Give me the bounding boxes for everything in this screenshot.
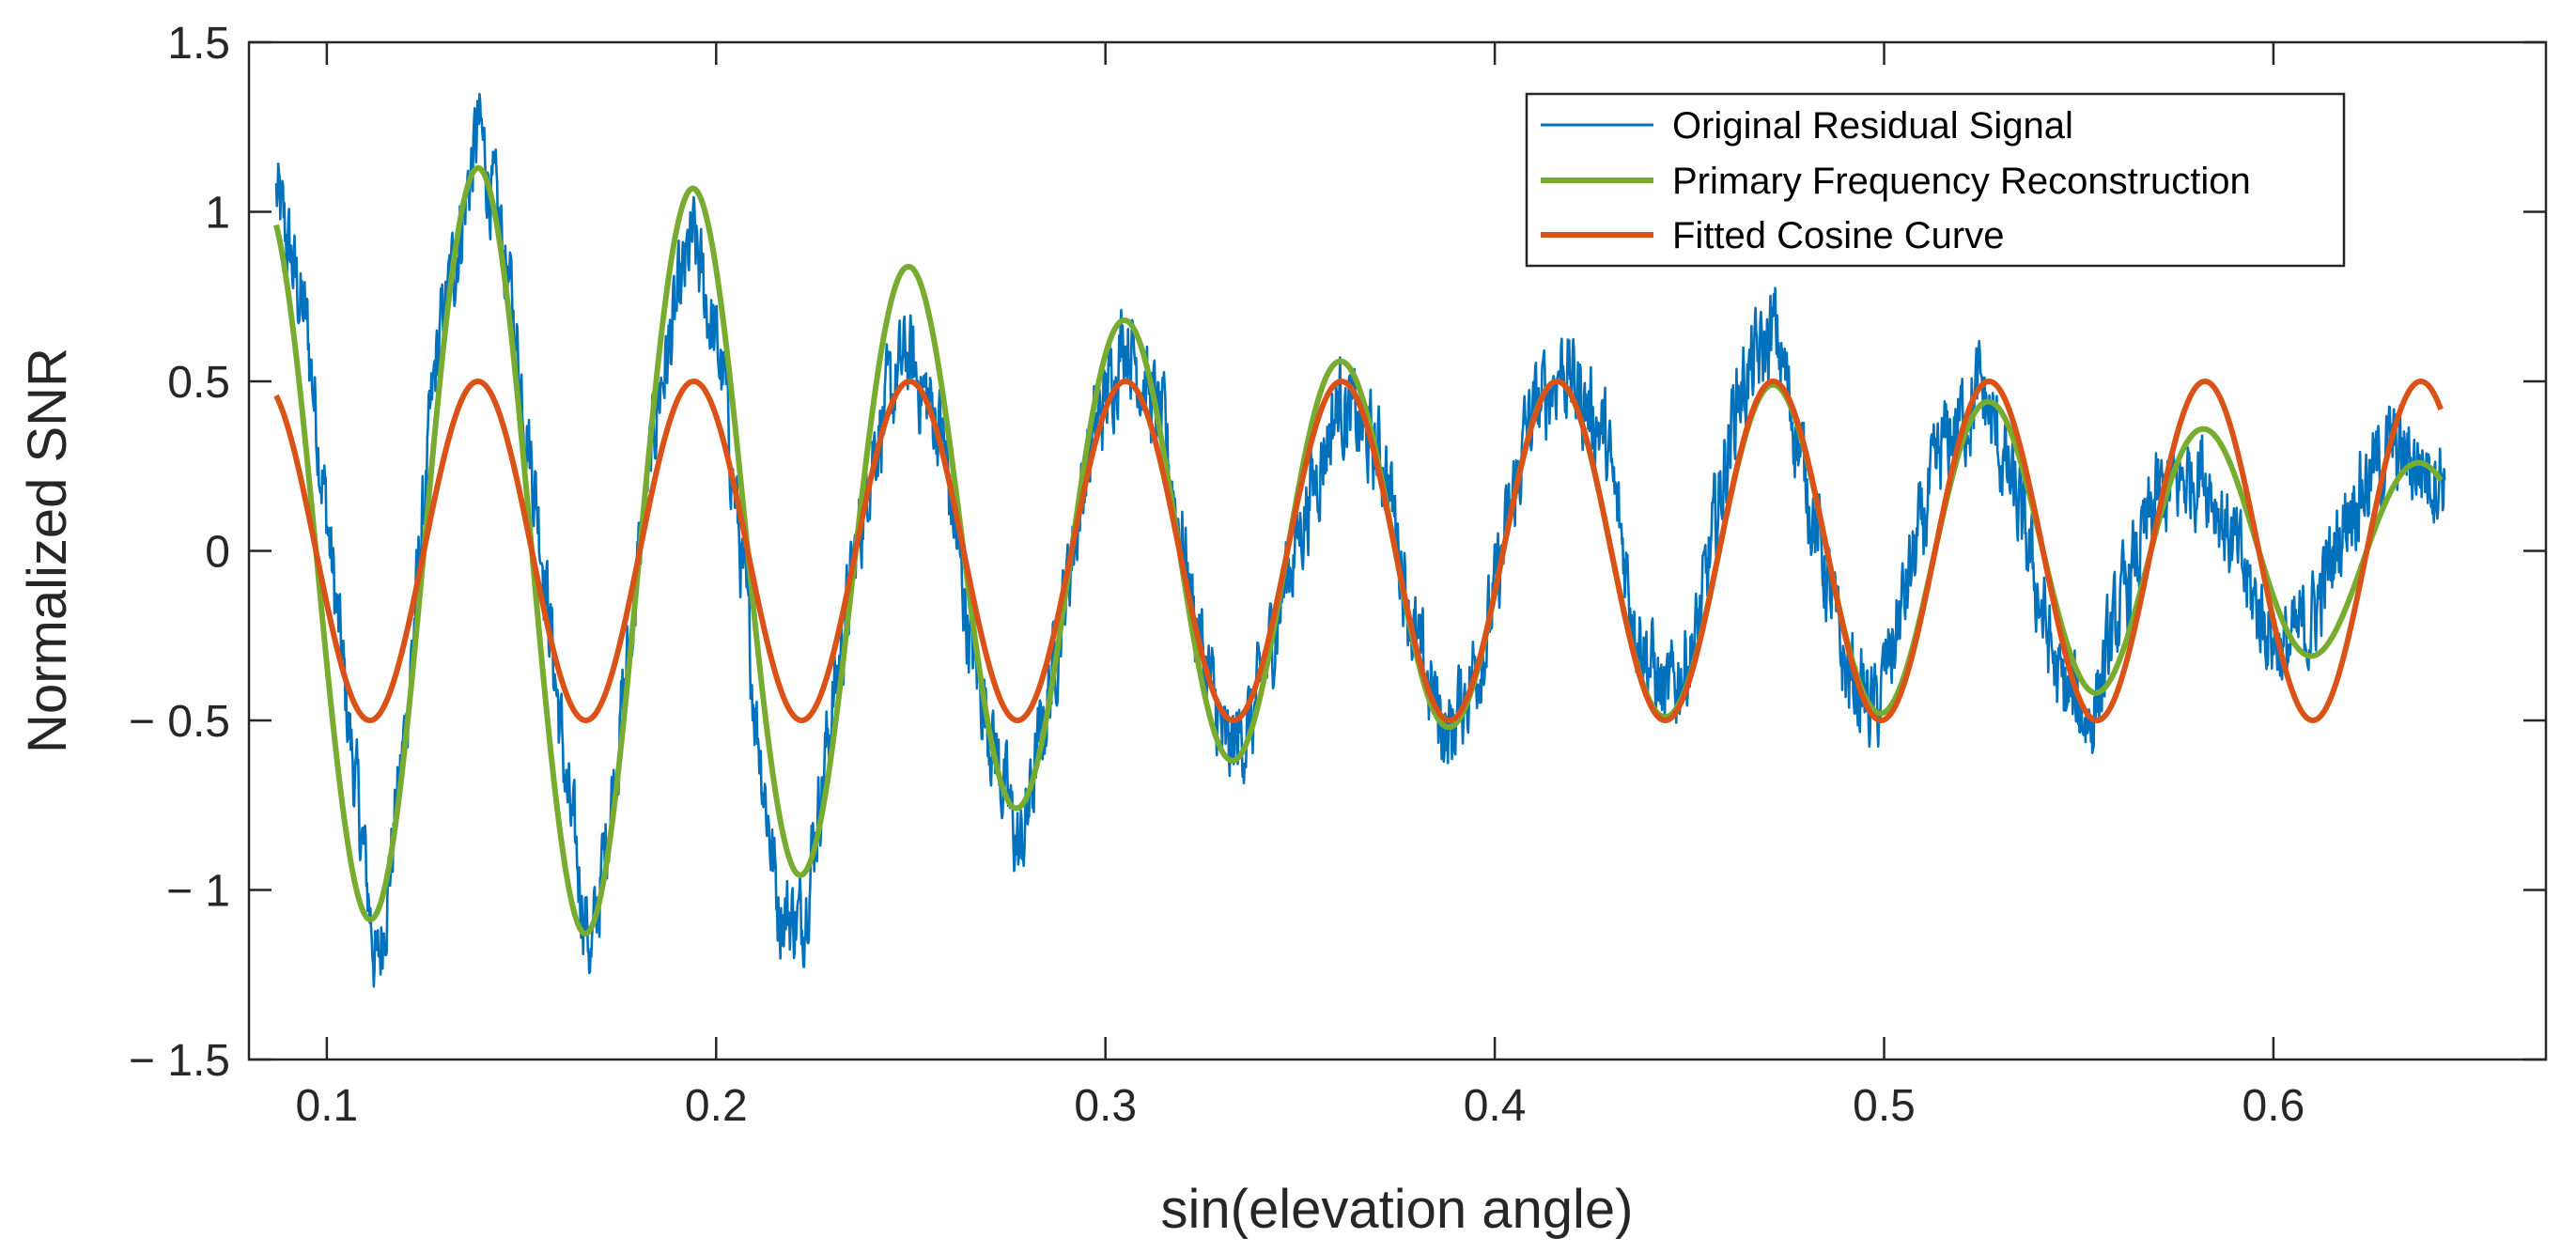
x-tick-label: 0.1: [296, 1081, 359, 1131]
y-tick-label: 0: [205, 528, 230, 578]
x-tick-label: 0.5: [1853, 1081, 1916, 1131]
x-tick-label: 0.4: [1464, 1081, 1527, 1131]
y-tick-label: 1: [205, 189, 230, 239]
x-tick-label: 0.6: [2242, 1081, 2305, 1131]
ticks-layer: 0.1 0.2 0.3 0.4 0.5 0.6 − 1.5 − 1 − 0.5 0 0.5 1 1.5: [129, 19, 2546, 1131]
series-layer: [273, 92, 2446, 988]
y-tick-label: 1.5: [167, 19, 230, 69]
series-fitted-cosine: [273, 379, 2444, 723]
legend-box: [1525, 92, 2346, 268]
legend-label-fitted: Fitted Cosine Curve: [1672, 215, 2004, 256]
x-tick-label: 0.3: [1074, 1081, 1137, 1131]
legend-label-primary: Primary Frequency Reconstruction: [1672, 161, 2251, 202]
x-axis-label: sin(elevation angle): [1161, 1179, 1634, 1240]
y-tick-label: 0.5: [167, 358, 230, 408]
y-tick-label: − 1.5: [129, 1036, 230, 1086]
y-axis-label: Normalized SNR: [17, 348, 78, 753]
legend-label-original: Original Residual Signal: [1672, 105, 2073, 147]
y-tick-label: − 0.5: [129, 697, 230, 747]
legend: Original Residual Signal Primary Frequen…: [1525, 92, 2346, 268]
x-tick-label: 0.2: [685, 1081, 748, 1131]
y-tick-label: − 1: [166, 867, 230, 917]
series-primary-reconstruction: [273, 164, 2444, 937]
